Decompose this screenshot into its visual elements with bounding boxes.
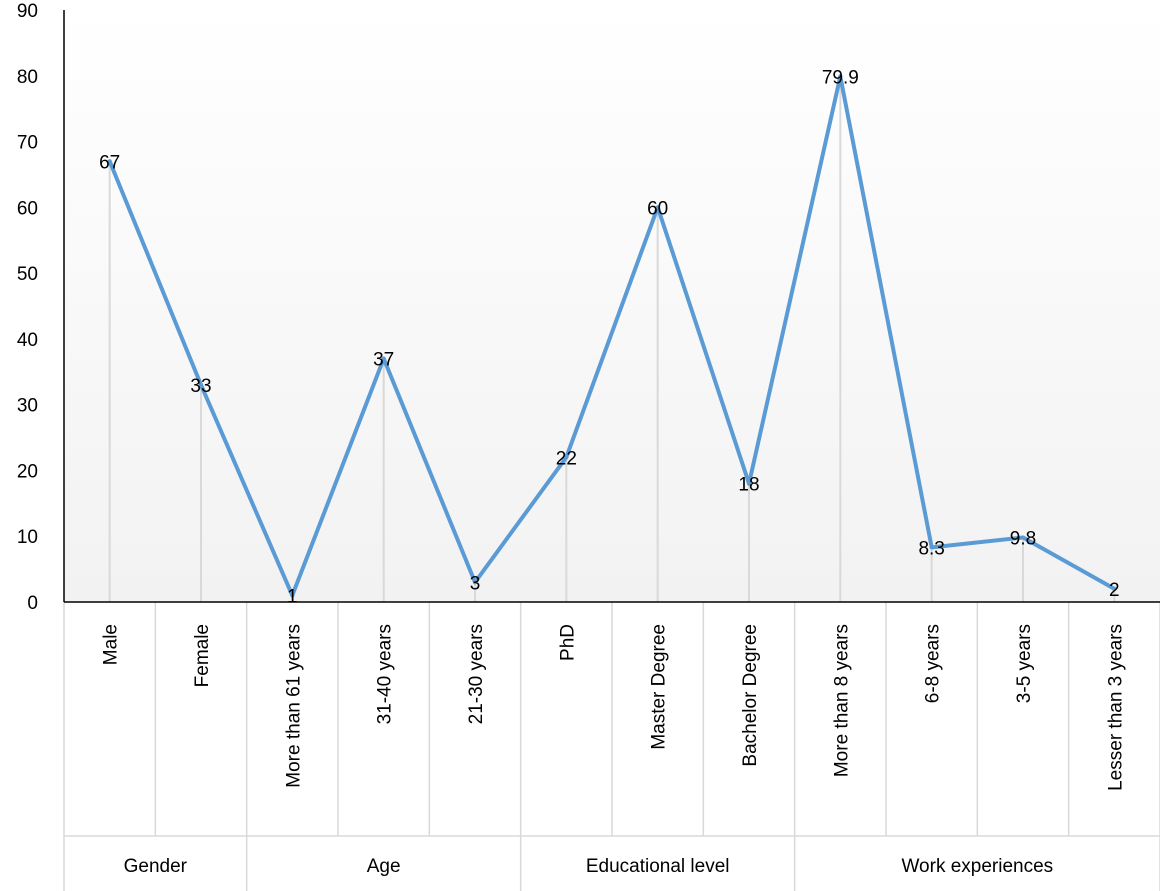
category-label: 3-5 years: [1014, 624, 1035, 703]
category-label: 31-40 years: [375, 624, 396, 724]
data-point: [655, 205, 660, 210]
data-label: 18: [738, 475, 759, 496]
category-separators: [63, 602, 1160, 891]
data-label: 37: [373, 350, 394, 371]
category-label: 6-8 years: [923, 624, 944, 703]
y-tick-label: 90: [17, 1, 38, 22]
category-label: More than 8 years: [831, 624, 852, 777]
data-label: 79.9: [822, 67, 859, 88]
data-point: [929, 545, 934, 550]
data-point: [473, 580, 477, 585]
category-label: Male: [101, 624, 122, 665]
data-label: 9.8: [1010, 529, 1036, 550]
series-line-group: [107, 74, 1117, 598]
category-label: Bachelor Degree: [740, 624, 761, 767]
data-labels: 67 33 1 37 3 22 60 18 79.9 8.3 9.8 2: [99, 67, 1120, 607]
group-label: Age: [367, 856, 401, 877]
data-point: [290, 593, 295, 598]
data-point: [838, 74, 843, 79]
group-labels: Gender Age Educational level Work experienc…: [124, 856, 1054, 877]
data-label: 22: [556, 448, 577, 469]
data-label: 60: [647, 198, 668, 219]
data-label: 8.3: [918, 538, 944, 559]
category-label: Master Degree: [649, 624, 670, 750]
category-label: More than 61 years: [283, 624, 304, 788]
data-point: [381, 356, 386, 361]
data-label: 1: [287, 586, 298, 607]
group-label: Gender: [124, 856, 188, 877]
y-tick-label: 50: [17, 264, 38, 285]
category-label: Lesser than 3 years: [1105, 624, 1126, 791]
y-tick-label: 10: [17, 527, 38, 548]
y-axis-tick-labels: 0 10 20 30 40 50 60 70 80 90: [17, 1, 38, 614]
category-label: Female: [192, 624, 213, 687]
data-label: 33: [190, 376, 211, 397]
y-tick-label: 0: [27, 593, 38, 614]
drop-lines: [108, 76, 1116, 602]
group-label: Educational level: [586, 856, 730, 877]
y-tick-label: 30: [17, 396, 38, 417]
y-tick-label: 40: [17, 330, 38, 351]
category-label: PhD: [557, 624, 578, 661]
y-tick-label: 70: [17, 133, 38, 154]
y-tick-label: 80: [17, 67, 38, 88]
y-tick-label: 60: [17, 198, 38, 219]
y-tick-label: 20: [17, 461, 38, 482]
data-label: 2: [1109, 580, 1120, 601]
data-point: [564, 455, 569, 460]
group-label: Work experiences: [901, 856, 1053, 877]
data-point: [107, 159, 112, 164]
data-point: [199, 382, 203, 387]
category-label: 21-30 years: [466, 624, 487, 724]
data-point: [747, 481, 751, 486]
data-label: 3: [470, 573, 481, 594]
data-label: 67: [99, 152, 120, 173]
data-point: [1112, 586, 1117, 591]
data-point: [1021, 535, 1025, 540]
series-line: [107, 74, 1117, 598]
category-labels: Male Female More than 61 years 31-40 years 2…: [101, 624, 1127, 791]
plot-area-background: [64, 10, 1160, 602]
